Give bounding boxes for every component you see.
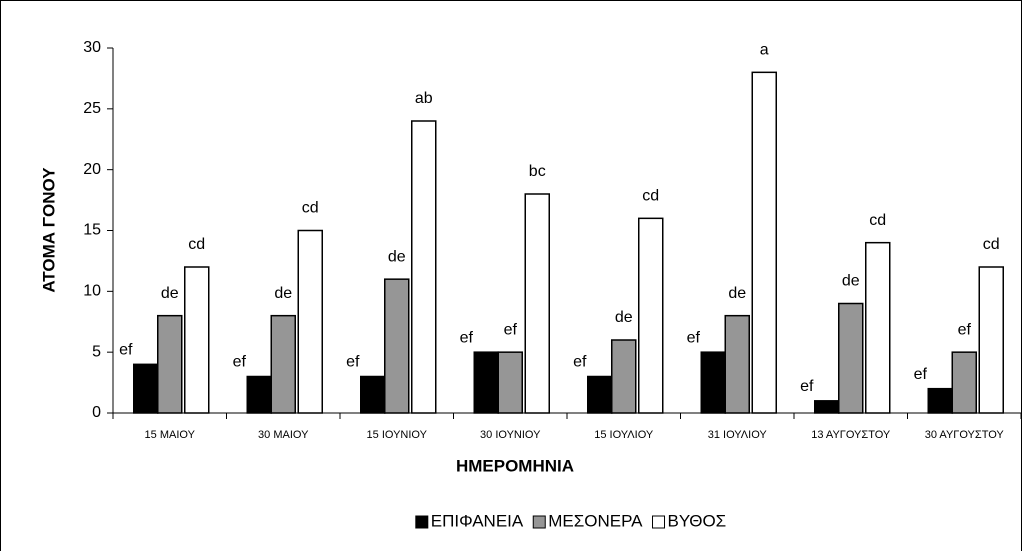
significance-label: ef (346, 354, 360, 371)
x-axis-label: ΗΜΕΡΟΜΗΝΙΑ (456, 456, 574, 475)
x-tick-label: 15 ΙΟΥΛΙΟΥ (594, 429, 654, 441)
significance-label: cd (188, 236, 205, 253)
bar (638, 217, 664, 414)
bar (927, 387, 953, 414)
significance-label: cd (869, 212, 886, 229)
bar (246, 375, 272, 414)
bar (524, 193, 550, 414)
y-axis-label: ΑΤΟΜΑ ΓΟΝΟΥ (39, 167, 58, 293)
significance-label: ef (233, 354, 247, 371)
significance-label: ef (573, 354, 587, 371)
significance-label: cd (302, 200, 319, 217)
significance-label: bc (529, 163, 546, 180)
legend-label: ΜΕΣΟΝΕΡΑ (548, 511, 643, 530)
x-tick-label: 15 ΙΟΥΝΙΟΥ (367, 429, 428, 441)
bar (865, 241, 891, 414)
bar (978, 266, 1004, 414)
bar (270, 314, 296, 414)
legend-swatch (532, 515, 546, 529)
significance-label: ab (415, 90, 433, 107)
legend-label: ΒΥΘΟΣ (668, 511, 727, 530)
bar (951, 351, 977, 414)
bar (360, 375, 386, 414)
bar (724, 314, 750, 414)
significance-label: ef (914, 366, 928, 383)
bar (411, 120, 437, 414)
bar (814, 400, 840, 414)
y-tick-label: 0 (92, 404, 101, 421)
bar (157, 314, 183, 414)
significance-label: de (615, 309, 633, 326)
x-tick-label: 15 ΜΑΙΟΥ (145, 429, 196, 441)
significance-label: ef (687, 329, 701, 346)
bar (133, 363, 159, 414)
bar (473, 351, 499, 414)
significance-label: de (274, 285, 292, 302)
x-tick-label: 30 ΜΑΙΟΥ (258, 429, 309, 441)
significance-label: a (760, 42, 769, 59)
bar (611, 339, 637, 414)
y-tick-label: 25 (83, 100, 101, 117)
bar (838, 302, 864, 414)
significance-label: de (388, 248, 406, 265)
bar (384, 278, 410, 414)
legend-swatch (652, 515, 666, 529)
significance-label: ef (460, 329, 474, 346)
bar (497, 351, 523, 414)
y-tick-label: 10 (83, 283, 101, 300)
significance-label: cd (642, 188, 659, 205)
legend-swatch (415, 515, 429, 529)
significance-label: de (728, 285, 746, 302)
significance-label: cd (983, 236, 1000, 253)
x-tick-label: 13 ΑΥΓΟΥΣΤΟΥ (811, 429, 891, 441)
y-tick-label: 5 (92, 343, 101, 360)
significance-label: de (161, 285, 179, 302)
x-tick-label: 30 ΑΥΓΟΥΣΤΟΥ (925, 429, 1005, 441)
significance-label: de (842, 273, 860, 290)
y-tick-label: 20 (83, 161, 101, 178)
bar (587, 375, 613, 414)
significance-label: ef (958, 321, 972, 338)
bar (184, 266, 210, 414)
bar (751, 71, 777, 414)
significance-label: ef (800, 378, 814, 395)
legend-label: ΕΠΙΦΑΝΕΙΑ (431, 511, 524, 530)
x-tick-label: 31 ΙΟΥΛΙΟΥ (708, 429, 768, 441)
y-tick-label: 30 (83, 39, 101, 56)
y-tick-label: 15 (83, 222, 101, 239)
bar (700, 351, 726, 414)
x-tick-label: 30 ΙΟΥΝΙΟΥ (480, 429, 541, 441)
significance-label: ef (504, 321, 518, 338)
bar (297, 229, 323, 414)
significance-label: ef (119, 342, 133, 359)
